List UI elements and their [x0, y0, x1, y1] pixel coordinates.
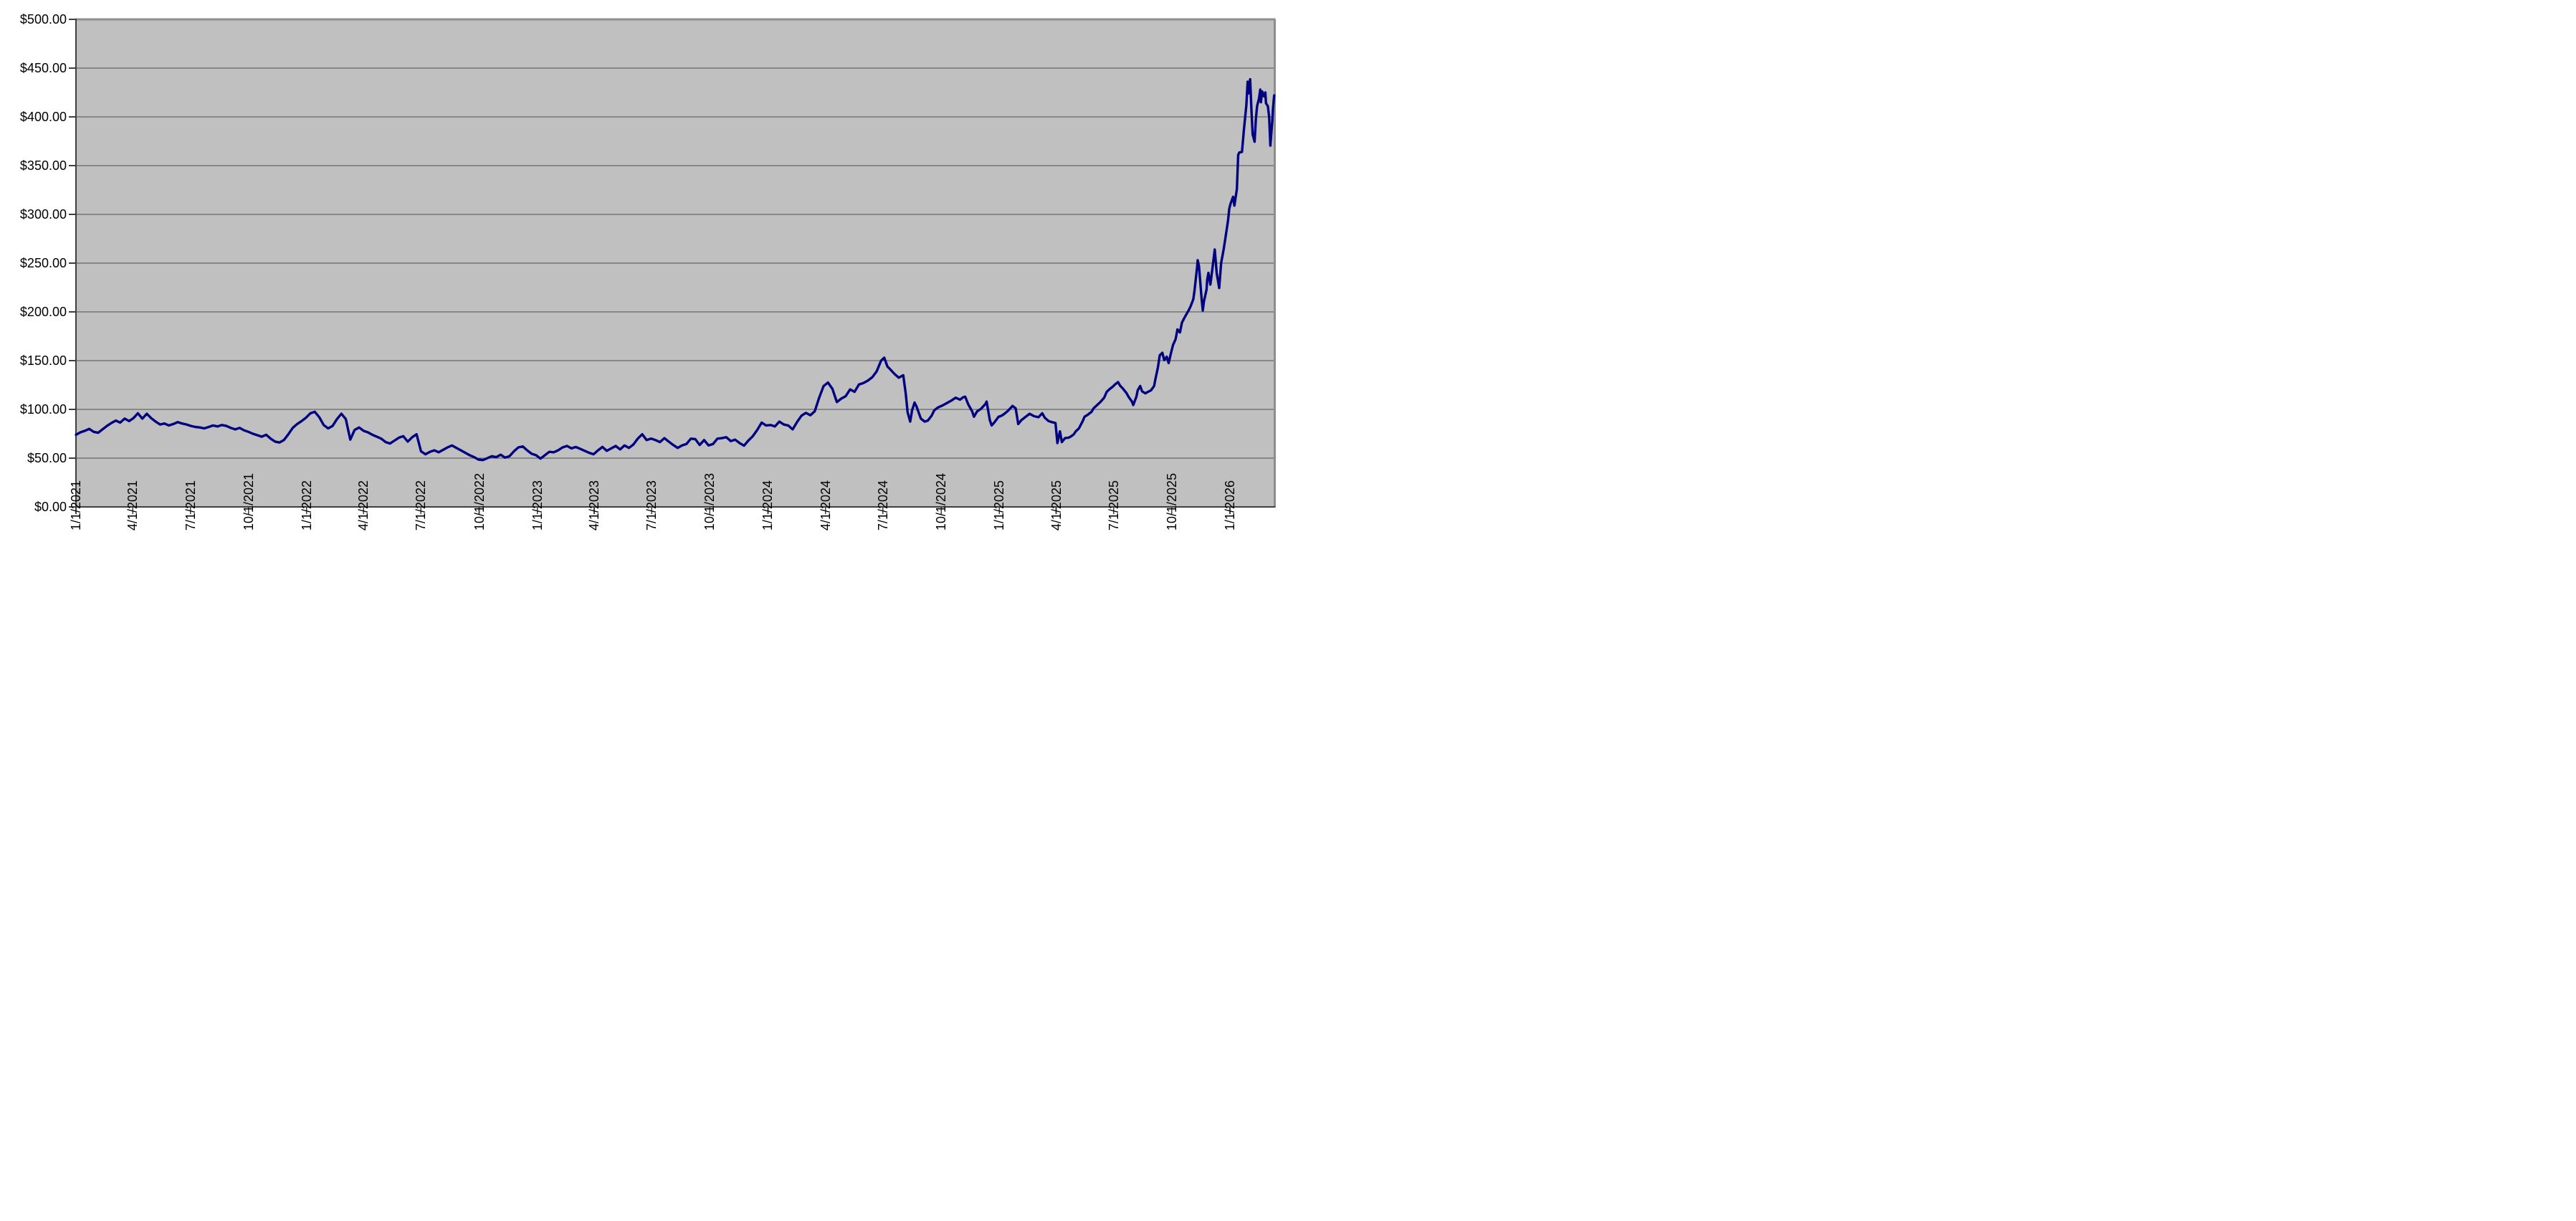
x-axis-tick-label: 1/1/2025: [992, 480, 1006, 531]
y-axis-tick-label: $100.00: [19, 402, 67, 417]
y-axis-tick-label: $250.00: [19, 256, 67, 270]
x-axis-tick-label-text: 7/1/2023: [644, 480, 659, 531]
x-axis-tick-label: 10/1/2025: [1165, 473, 1179, 531]
price-line: [75, 77, 1276, 462]
x-axis-tick-label-text: 1/1/2026: [1223, 480, 1237, 531]
x-axis-tick-label: 7/1/2024: [876, 480, 890, 531]
x-axis-tick-label-text: 7/1/2021: [183, 480, 198, 531]
x-axis-tick-label-text: 10/1/2021: [242, 473, 256, 531]
x-axis-tick-label: 10/1/2022: [472, 473, 487, 531]
x-axis-tick-label: 4/1/2025: [1049, 480, 1064, 531]
x-axis-tick-label: 1/1/2021: [69, 480, 83, 531]
x-axis-tick-label: 4/1/2024: [819, 480, 833, 531]
x-axis-tick-label: 4/1/2022: [356, 480, 371, 531]
x-axis-tick-label: 10/1/2021: [242, 473, 256, 531]
y-axis-tick-label: $50.00: [27, 451, 67, 465]
x-axis-tick-label-text: 1/1/2025: [992, 480, 1006, 531]
y-axis-tick-label: $400.00: [19, 110, 67, 124]
y-axis-tick-label: $450.00: [19, 61, 67, 75]
x-axis-tick-label: 1/1/2024: [760, 480, 775, 531]
y-axis-tick-label: $0.00: [34, 500, 67, 514]
x-axis-tick-label: 4/1/2021: [125, 480, 140, 531]
y-axis-tick-label: $200.00: [19, 305, 67, 319]
x-axis-tick-label: 1/1/2026: [1223, 480, 1237, 531]
x-axis-tick-label: 7/1/2022: [414, 480, 428, 531]
x-axis-tick-label-text: 7/1/2024: [876, 480, 890, 531]
x-axis-tick-label-text: 7/1/2025: [1107, 480, 1121, 531]
x-axis-tick-label-text: 10/1/2022: [472, 473, 487, 531]
x-axis-tick-label-text: 4/1/2022: [356, 480, 371, 531]
x-axis-tick-label: 7/1/2023: [644, 480, 659, 531]
x-axis-tick-label: 10/1/2024: [934, 473, 948, 531]
x-axis-tick-label: 7/1/2025: [1107, 480, 1121, 531]
x-axis-tick-label: 4/1/2023: [587, 480, 601, 531]
x-axis-tick-label-text: 7/1/2022: [414, 480, 428, 531]
x-axis-tick-label-text: 10/1/2025: [1165, 473, 1179, 531]
price-chart: [69, 18, 1276, 514]
y-axis-tick-label: $300.00: [19, 207, 67, 222]
x-axis-tick-label-text: 1/1/2022: [300, 480, 314, 531]
y-axis-tick-label: $500.00: [19, 12, 67, 27]
x-axis-tick-label: 1/1/2022: [300, 480, 314, 531]
x-axis-tick-label-text: 4/1/2024: [819, 480, 833, 531]
x-axis-tick-label-text: 1/1/2024: [760, 480, 775, 531]
x-axis-tick-label-text: 4/1/2023: [587, 480, 601, 531]
x-axis-tick-label: 7/1/2021: [183, 480, 198, 531]
x-axis-tick-label-text: 1/1/2021: [69, 480, 83, 531]
x-axis-tick-label-text: 1/1/2023: [530, 480, 545, 531]
x-axis-tick-label-text: 10/1/2024: [934, 473, 948, 531]
y-axis-tick-label: $350.00: [19, 158, 67, 173]
x-axis-tick-label-text: 4/1/2025: [1049, 480, 1064, 531]
x-axis-tick-label-text: 10/1/2023: [702, 473, 717, 531]
x-axis-tick-label: 10/1/2023: [702, 473, 717, 531]
chart-screenshot: $500.00 $450.00 $400.00 $350.00 $300.00 $250.…: [0, 0, 1288, 611]
x-axis-tick-label-text: 4/1/2021: [125, 480, 140, 531]
x-axis-tick-label: 1/1/2023: [530, 480, 545, 531]
y-axis-tick-label: $150.00: [19, 353, 67, 368]
